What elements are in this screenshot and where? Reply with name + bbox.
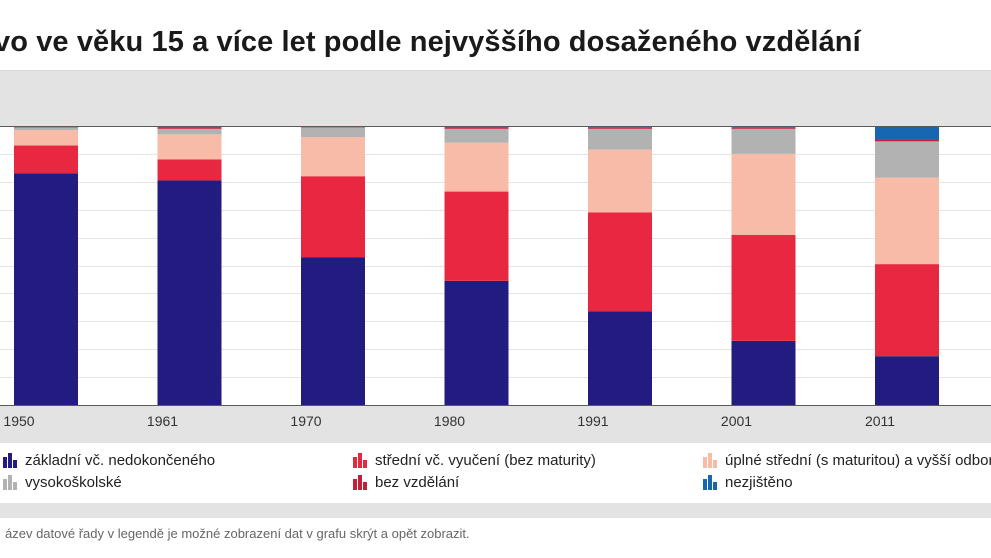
bar-segment[interactable] <box>14 130 78 146</box>
bar-segment[interactable] <box>731 127 796 129</box>
bar-segment[interactable] <box>875 126 939 140</box>
bar-segment[interactable] <box>157 127 222 129</box>
legend-item[interactable]: střední vč. vyučení (bez maturity) <box>352 450 596 470</box>
bar-segment[interactable] <box>444 142 509 192</box>
x-tick-label: 2011 <box>865 413 895 429</box>
bar-segment[interactable] <box>588 311 652 405</box>
bar-segment[interactable] <box>588 128 652 150</box>
bar-segment[interactable] <box>157 159 222 181</box>
bar-segment[interactable] <box>157 128 222 135</box>
bar-segment[interactable] <box>731 153 796 235</box>
bar-segment[interactable] <box>875 139 939 142</box>
bar-segment[interactable] <box>301 127 365 138</box>
chart-panel: 1950 1961 1970 1980 1991 2001 2011 základní vč… <box>0 71 991 518</box>
x-tick-label: 1991 <box>577 413 608 429</box>
bar-segment[interactable] <box>301 137 365 177</box>
bar-segment[interactable] <box>444 128 509 143</box>
bar-segment[interactable] <box>588 127 652 129</box>
x-tick-label: 1950 <box>3 413 34 429</box>
legend-label: nezjištěno <box>725 473 793 491</box>
bar-chart-icon <box>353 453 367 468</box>
x-tick-label: 1961 <box>147 413 178 429</box>
legend-item[interactable]: vysokoškolské <box>2 472 122 492</box>
footnote: ázev datové řady v legendě je možné zobr… <box>5 526 470 541</box>
legend-item[interactable]: základní vč. nedokončeného <box>2 450 215 470</box>
bar-chart-icon <box>703 475 717 490</box>
x-tick-label: 1980 <box>434 413 465 429</box>
bar-segment[interactable] <box>588 212 652 312</box>
chart-title: vo ve věku 15 a více let podle nejvyššíh… <box>0 26 861 58</box>
title-divider <box>0 70 991 71</box>
bar-segment[interactable] <box>301 257 365 405</box>
plot-area: 1950 1961 1970 1980 1991 2001 2011 <box>0 126 991 429</box>
bar-segment[interactable] <box>444 280 509 405</box>
bar-segment[interactable] <box>731 128 796 154</box>
bar-segment[interactable] <box>875 141 939 178</box>
legend-label: vysokoškolské <box>25 473 122 491</box>
bar-chart-icon <box>3 475 17 490</box>
legend: základní vč. nedokončeného střední vč. vy… <box>0 443 991 503</box>
legend-label: střední vč. vyučení (bez maturity) <box>375 451 596 469</box>
bar-chart-icon <box>353 475 367 490</box>
bar-segment[interactable] <box>301 176 365 258</box>
legend-item[interactable]: nezjištěno <box>702 472 793 492</box>
bar-segment[interactable] <box>157 180 222 405</box>
bar-segment[interactable] <box>875 356 939 405</box>
legend-item[interactable]: bez vzdělání <box>352 472 459 492</box>
bar-segment[interactable] <box>875 264 939 357</box>
bar-segment[interactable] <box>157 134 222 160</box>
bar-segment[interactable] <box>731 234 796 341</box>
bar-segment[interactable] <box>14 127 78 131</box>
bar-segment[interactable] <box>875 177 939 265</box>
bar-segment[interactable] <box>588 149 652 213</box>
legend-label: základní vč. nedokončeného <box>25 451 216 469</box>
bar-segment[interactable] <box>14 145 78 174</box>
bar-chart-icon <box>703 453 717 468</box>
legend-item[interactable]: úplné střední (s maturitou) a vyšší odbo… <box>702 450 991 470</box>
legend-label: bez vzdělání <box>375 473 460 491</box>
bar-chart-icon <box>3 453 17 468</box>
bar-segment[interactable] <box>444 191 509 281</box>
x-tick-label: 2001 <box>721 413 752 429</box>
legend-label: úplné střední (s maturitou) a vyšší odbo… <box>725 451 991 469</box>
x-tick-label: 1970 <box>290 413 321 429</box>
bar-segment[interactable] <box>444 127 509 129</box>
bar-segment[interactable] <box>731 340 796 405</box>
bar-segment[interactable] <box>14 173 78 405</box>
